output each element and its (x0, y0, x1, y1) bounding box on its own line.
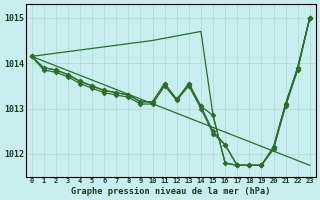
X-axis label: Graphe pression niveau de la mer (hPa): Graphe pression niveau de la mer (hPa) (71, 187, 270, 196)
